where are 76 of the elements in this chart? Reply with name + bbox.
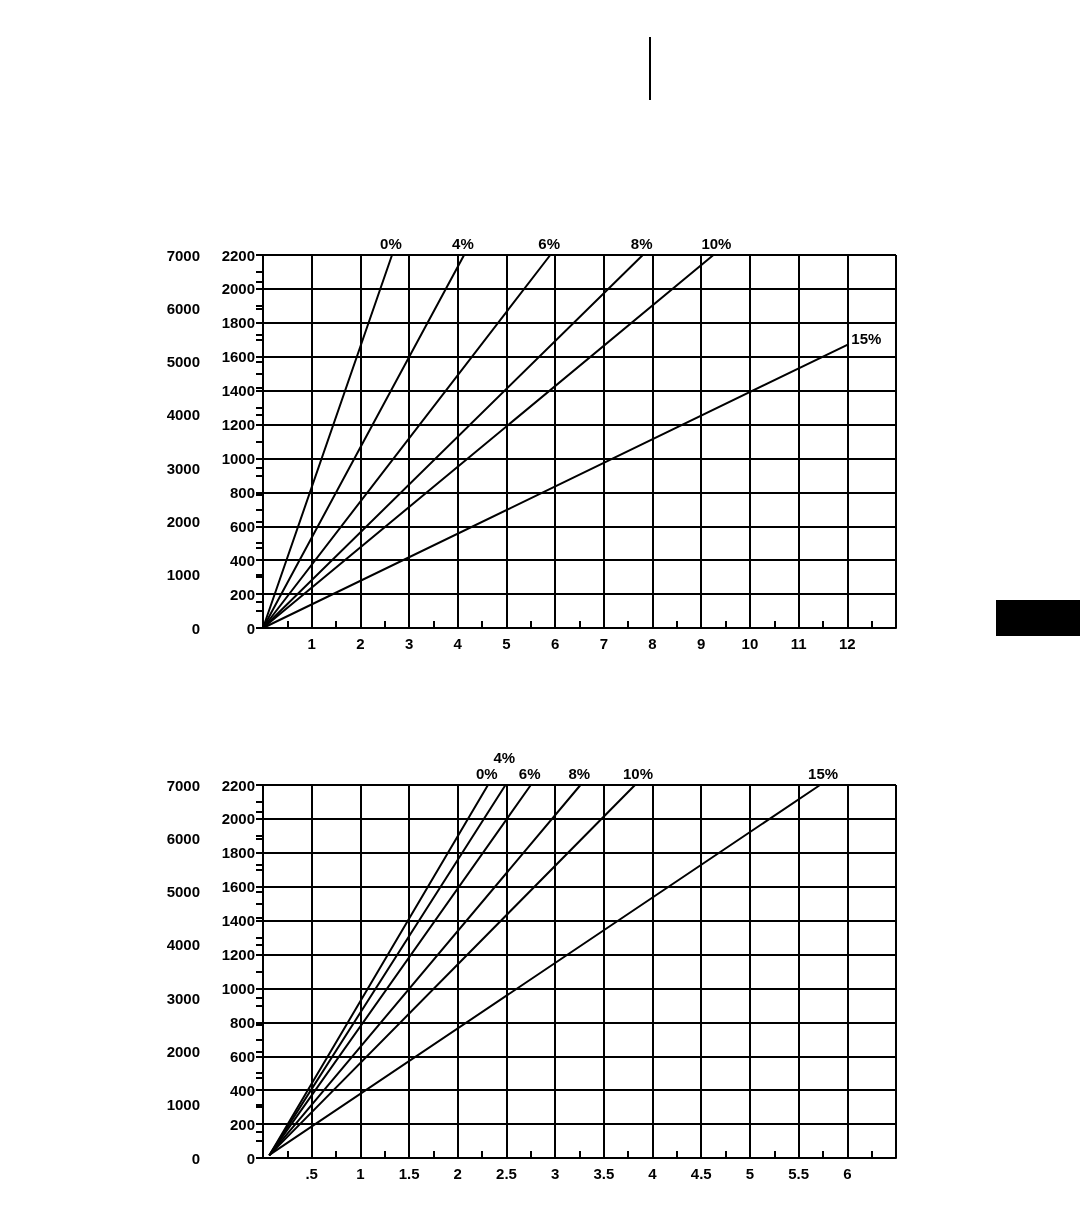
y2-tick-label: 4000 (166, 406, 200, 424)
y2-tick-label: 2000 (166, 512, 200, 530)
y-tick-label: 1400 (221, 382, 255, 400)
y-tick-label: 600 (229, 517, 255, 535)
series-label: 4% (493, 748, 516, 766)
y2-tick-label: 6000 (166, 829, 200, 847)
y2-tick-label: 1000 (166, 566, 200, 584)
x-tick-label: 3.5 (593, 1165, 615, 1182)
y-tick-label: 2200 (221, 776, 255, 794)
x-tick-label: 6 (550, 635, 560, 652)
x-tick-label: 4 (453, 635, 463, 652)
y-tick-label: 200 (229, 585, 255, 603)
y-tick-label: 400 (229, 1081, 255, 1099)
y-tick-label: 1400 (221, 912, 255, 930)
series-label: 15% (808, 764, 839, 782)
x-tick-label: .5 (305, 1165, 318, 1182)
x-tick-label: 5 (502, 635, 511, 652)
series-label: 6% (538, 234, 560, 252)
x-tick-label: 1.5 (398, 1165, 420, 1182)
y-tick-label: 1200 (221, 416, 255, 434)
x-tick-label: 11 (790, 635, 807, 652)
y2-tick-label: 1000 (166, 1096, 200, 1114)
x-tick-label: 8 (648, 635, 657, 652)
series-label: 8% (630, 234, 653, 252)
series-label: 15% (851, 330, 882, 348)
y-tick-label: 2200 (221, 246, 255, 264)
x-tick-label: 3 (404, 635, 414, 652)
y-tick-label: 1600 (221, 348, 255, 366)
x-tick-label: 3 (550, 1165, 560, 1182)
y2-tick-label: 4000 (166, 936, 200, 954)
y-tick-label: 800 (229, 483, 255, 501)
x-tick-label: 6 (843, 1165, 852, 1182)
x-tick-label: 7 (599, 635, 609, 652)
y2-tick-label: 0 (191, 1149, 200, 1167)
y2-tick-label: 6000 (166, 299, 200, 317)
x-tick-label: 4.5 (690, 1165, 712, 1182)
x-tick-label: 5.5 (788, 1165, 810, 1182)
y-tick-label: 800 (229, 1013, 255, 1031)
y2-tick-label: 7000 (166, 246, 200, 264)
y-tick-label: 1000 (221, 979, 255, 997)
series-label: 6% (518, 764, 541, 782)
x-tick-label: 2.5 (496, 1165, 517, 1182)
y-tick-label: 2000 (221, 810, 255, 828)
y2-tick-label: 3000 (166, 989, 200, 1007)
x-tick-label: 2 (453, 1165, 462, 1182)
x-tick-label: 2 (356, 635, 365, 652)
y2-tick-label: 7000 (166, 776, 200, 794)
y-tick-label: 1200 (221, 946, 255, 964)
y-tick-label: 2000 (221, 280, 255, 298)
y-tick-label: 1800 (221, 844, 255, 862)
y-tick-label: 1600 (221, 878, 255, 896)
y-tick-label: 1800 (221, 314, 255, 332)
series-label: 0% (380, 234, 402, 252)
y2-tick-label: 3000 (166, 459, 200, 477)
series-label: 0% (475, 764, 498, 782)
y-tick-label: 600 (229, 1047, 255, 1065)
x-tick-label: 1 (307, 635, 316, 652)
y-tick-label: 200 (229, 1115, 255, 1133)
y-tick-label: 0 (246, 619, 255, 637)
series-label: 8% (568, 764, 591, 782)
x-tick-label: 9 (697, 635, 706, 652)
y2-tick-label: 0 (191, 619, 200, 637)
series-label: 4% (452, 234, 474, 252)
x-tick-label: 12 (838, 635, 856, 652)
x-tick-label: 1 (356, 1165, 365, 1182)
y2-tick-label: 5000 (166, 883, 200, 901)
x-tick-label: 10 (741, 635, 759, 652)
y-tick-label: 400 (229, 551, 255, 569)
y2-tick-label: 5000 (166, 353, 200, 371)
x-tick-label: 4 (648, 1165, 658, 1182)
x-tick-label: 5 (745, 1165, 755, 1182)
y-tick-label: 1000 (221, 449, 255, 467)
series-label: 10% (701, 234, 732, 252)
series-label: 10% (623, 764, 654, 782)
y2-tick-label: 2000 (166, 1042, 200, 1060)
y-tick-label: 0 (246, 1149, 255, 1167)
